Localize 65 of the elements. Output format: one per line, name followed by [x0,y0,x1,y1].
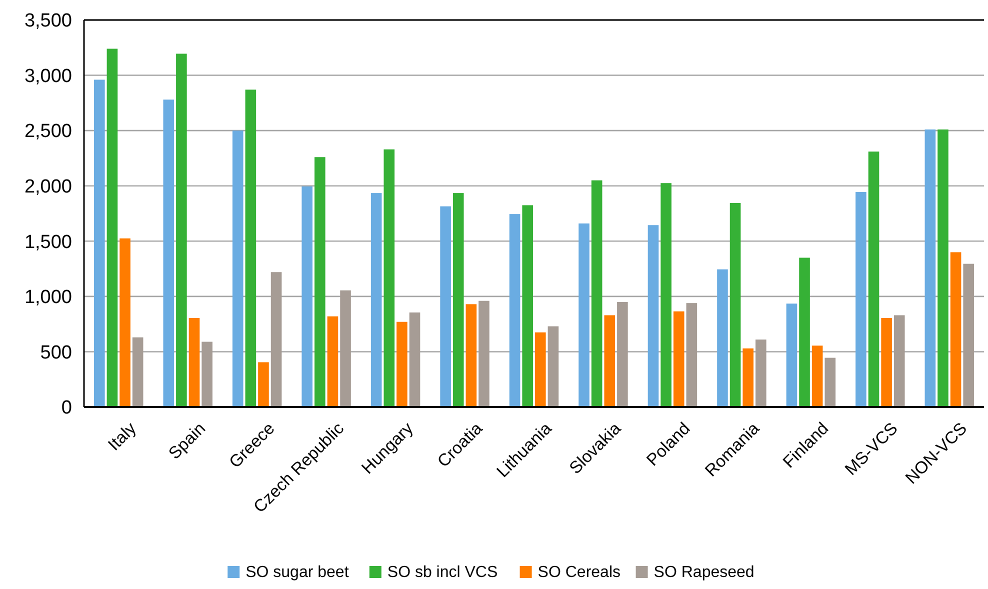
x-tick-label: Italy [104,418,140,454]
bar [938,129,948,407]
y-tick-label: 500 [40,342,72,364]
bar [881,318,892,407]
bar [232,130,244,407]
bar [452,193,464,407]
bar [440,206,451,407]
bar [106,48,118,407]
legend-label: SO Cereals [538,564,621,581]
bar [717,269,728,407]
bar [660,183,672,407]
bar [258,362,269,407]
bar [245,90,256,407]
bar [812,346,823,407]
bar [163,100,174,407]
legend-label: SO sb incl VCS [387,564,498,581]
bar [924,129,936,407]
bar [340,290,351,407]
bar [327,316,338,407]
bar [466,304,477,407]
bar [548,326,559,407]
bar [950,252,962,407]
legend-label: SO sugar beet [246,564,350,581]
bar [409,312,420,407]
bar [686,303,698,407]
bar [824,358,836,407]
bar [132,337,144,407]
bar [799,258,810,407]
bar [578,223,590,407]
bar [742,348,754,407]
bar [648,225,659,407]
bar [188,318,200,407]
bar [384,149,395,407]
y-tick-label: 0 [61,398,72,419]
bar [963,264,974,407]
y-tick-label: 2,000 [24,176,72,198]
y-tick-label: 1,500 [24,232,72,253]
bar [478,300,490,407]
bar [270,272,282,407]
legend-label: SO Rapeseed [654,564,754,581]
bar [617,302,628,407]
bar [604,315,616,407]
bar [894,315,905,407]
bar [868,152,880,407]
bar [314,157,326,407]
bar [176,54,187,407]
y-tick-label: 1,000 [24,287,72,308]
bar [756,340,766,407]
bar [94,80,105,407]
bar [786,304,798,407]
bar [535,332,546,407]
bar [370,193,382,407]
y-tick-label: 2,500 [24,121,72,142]
bar [591,180,602,407]
bar [302,186,312,407]
bar [120,238,130,407]
bar [522,205,533,407]
bar [396,322,408,407]
bar [730,202,741,407]
y-tick-label: 3,500 [24,10,72,32]
y-tick-label: 3,000 [24,66,72,87]
bar [856,192,866,407]
bar [509,214,520,407]
bar [673,311,684,407]
bar [202,342,212,407]
